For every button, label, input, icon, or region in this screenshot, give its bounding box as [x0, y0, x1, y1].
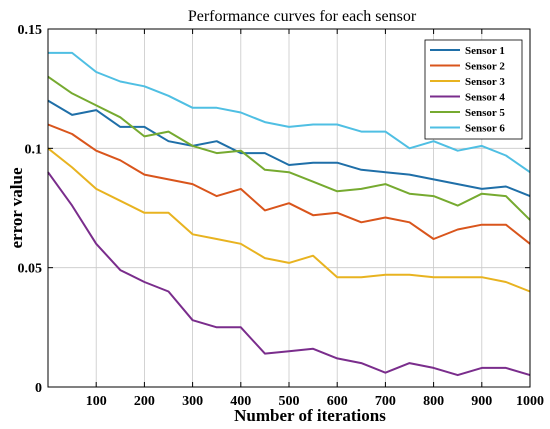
series-line-sensor-6: [48, 51, 531, 174]
series-lines: [47, 51, 531, 377]
legend-label: Sensor 5: [465, 107, 505, 119]
series-line-sensor-5: [47, 75, 531, 221]
legend-label: Sensor 4: [465, 92, 505, 104]
series-line-sensor-1: [47, 99, 531, 198]
x-tick-label: 500: [279, 394, 300, 409]
x-tick-label: 1000: [516, 394, 544, 409]
x-tick-label: 700: [375, 394, 396, 409]
series-line-sensor-4: [47, 171, 531, 377]
y-tick-label: 0.15: [18, 23, 43, 38]
x-tick-label: 800: [423, 394, 444, 409]
y-tick-label: 0.1: [25, 142, 43, 157]
y-tick-label: 0.05: [18, 262, 43, 277]
series-line-sensor-2: [47, 123, 531, 245]
legend-label: Sensor 3: [465, 76, 505, 88]
legend-label: Sensor 6: [465, 123, 505, 135]
chart-title: Performance curves for each sensor: [188, 8, 417, 25]
legend-label: Sensor 2: [465, 61, 505, 73]
x-axis-label: Number of iterations: [234, 406, 386, 425]
x-tick-label: 900: [471, 394, 492, 409]
x-tick-label: 100: [86, 394, 107, 409]
x-tick-label: 200: [134, 394, 155, 409]
legend-box: [424, 39, 523, 140]
x-tick-label: 600: [327, 394, 348, 409]
y-tick-label: 0: [35, 381, 42, 396]
y-axis-label: error value: [7, 167, 26, 248]
x-tick-label: 400: [230, 394, 251, 409]
axes: 100 200 300 400 500 600 700 800 900 1000 0 0.05 0.1 0…: [18, 23, 545, 409]
series-line-sensor-3: [47, 147, 531, 293]
legend-label: Sensor 1: [465, 45, 505, 57]
x-tick-label: 300: [182, 394, 203, 409]
legend: Sensor 1 Sensor 2 Sensor 3 Sensor 4 Sensor 5…: [424, 39, 523, 140]
